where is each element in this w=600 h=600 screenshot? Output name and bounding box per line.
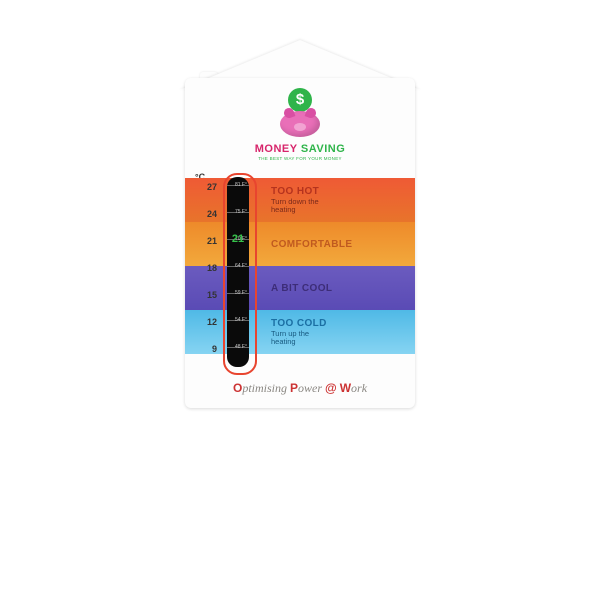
footer-part: ptimising: [242, 381, 290, 395]
fahrenheit-label: 81 F°: [229, 182, 247, 188]
footer-part: ower: [298, 381, 325, 395]
footer-part: ork: [351, 381, 367, 395]
band-title: TOO COLD: [271, 318, 415, 329]
band-too-cold: TOO COLDTurn up theheating: [185, 310, 415, 354]
band-title: COMFORTABLE: [271, 239, 415, 250]
fahrenheit-label: 48 F°: [229, 344, 247, 350]
celsius-tick-15: 15: [199, 290, 217, 300]
celsius-tick-24: 24: [199, 209, 217, 219]
band-title: TOO HOT: [271, 186, 415, 197]
celsius-tick-18: 18: [199, 263, 217, 273]
fahrenheit-label: 75 F°: [229, 209, 247, 215]
celsius-tick-12: 12: [199, 317, 217, 327]
brand-logo: $ MONEY SAVING THE BEST WAY FOR YOUR MON…: [185, 88, 415, 161]
temperature-bands: TOO HOTTurn down theheating COMFORTABLE A …: [185, 178, 415, 354]
band-title: A BIT COOL: [271, 283, 415, 294]
celsius-tick-9: 9: [199, 344, 217, 354]
footer-part: P: [290, 381, 298, 395]
footer-part: @: [325, 381, 337, 395]
fahrenheit-label: 54 F°: [229, 317, 247, 323]
band-comfortable: COMFORTABLE: [185, 222, 415, 266]
fahrenheit-label: 64 F°: [229, 263, 247, 269]
pig-icon: [277, 111, 323, 141]
celsius-tick-27: 27: [199, 182, 217, 192]
fahrenheit-label: 59 F°: [229, 290, 247, 296]
current-reading: 21: [227, 233, 249, 245]
brand-name: MONEY SAVING: [185, 143, 415, 155]
band-a-bit-cool: A BIT COOL: [185, 266, 415, 310]
band-too-hot: TOO HOTTurn down theheating: [185, 178, 415, 222]
celsius-tick-21: 21: [199, 236, 217, 246]
band-subtitle: Turn down theheating: [271, 198, 415, 215]
footer-slogan: Optimising Power @ Work: [185, 381, 415, 396]
footer-part: O: [233, 381, 242, 395]
thermometer-strip: 81 F°75 F°70 F°64 F°59 F°54 F°48 F°21: [227, 177, 249, 367]
brand-word-1: MONEY: [255, 143, 298, 155]
brand-tagline: THE BEST WAY FOR YOUR MONEY: [185, 156, 415, 161]
band-subtitle: Turn up theheating: [271, 330, 415, 347]
footer-part: W: [340, 381, 351, 395]
house-card: $ MONEY SAVING THE BEST WAY FOR YOUR MON…: [185, 78, 415, 408]
brand-word-2: SAVING: [301, 143, 345, 155]
